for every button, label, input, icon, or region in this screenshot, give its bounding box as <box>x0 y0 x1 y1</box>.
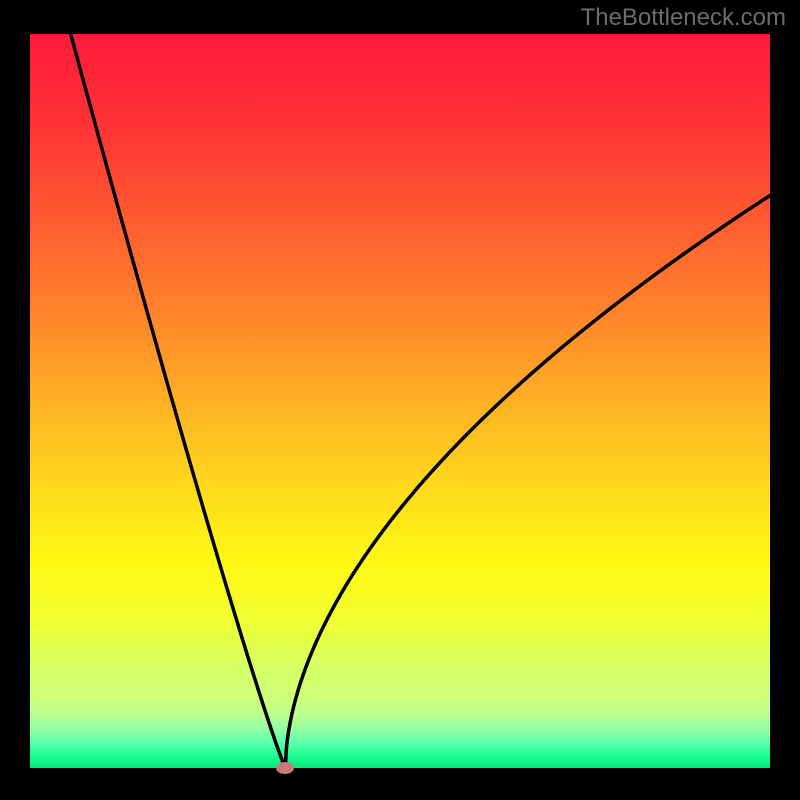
gradient-background <box>30 34 770 768</box>
watermark-label: TheBottleneck.com <box>581 4 786 32</box>
plot-area <box>30 34 770 768</box>
chart-container: TheBottleneck.com <box>0 0 800 800</box>
minimum-marker <box>276 762 294 774</box>
bottleneck-curve <box>30 34 770 768</box>
